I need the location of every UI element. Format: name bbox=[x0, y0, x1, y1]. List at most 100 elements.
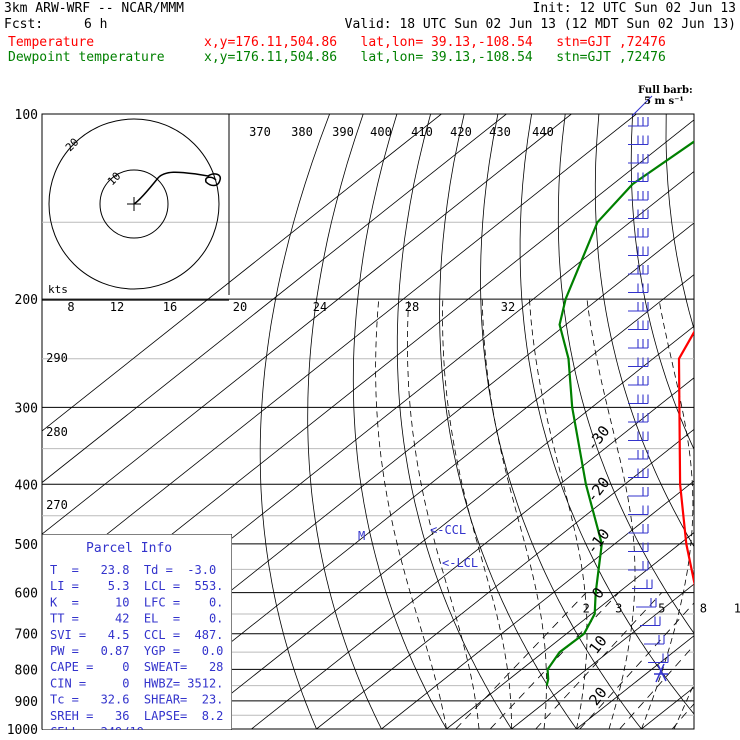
dry-adiabat-line bbox=[396, 114, 512, 729]
pressure-tick-label: 500 bbox=[15, 538, 38, 553]
temperature-legend: Temperature bbox=[8, 35, 95, 50]
dry-adiabat-line bbox=[307, 114, 382, 729]
dry-adiabat-line bbox=[439, 114, 577, 729]
isotherm-line bbox=[641, 686, 694, 729]
hodograph-speed-label: 20 bbox=[233, 300, 247, 314]
isotherm-line bbox=[121, 274, 694, 729]
isotherm-line bbox=[42, 114, 442, 432]
forecast-label: Fcst: bbox=[4, 17, 44, 32]
mean-wind-marker: M bbox=[358, 529, 365, 543]
pressure-tick-label: 200 bbox=[15, 293, 38, 308]
isotherm-line bbox=[42, 114, 637, 587]
moist-adiabat-line bbox=[707, 299, 740, 729]
mixing-ratio-line bbox=[489, 592, 620, 729]
isotherm-line bbox=[707, 114, 740, 729]
mixing-ratio-label: 8 bbox=[700, 602, 707, 616]
parcel-info-line: SVI = 4.5 CCL = 487. bbox=[50, 628, 223, 642]
dry-adiabat-line bbox=[594, 114, 694, 548]
hodograph-speed-label: 24 bbox=[313, 300, 327, 314]
full-barb-legend-value: 5 m s⁻¹ bbox=[644, 96, 684, 107]
pressure-tick-label: 300 bbox=[15, 401, 38, 416]
wind-barb bbox=[631, 95, 653, 117]
dry-adiabat-line bbox=[352, 114, 447, 729]
theta-label: 410 bbox=[411, 125, 433, 139]
theta-label: 400 bbox=[370, 125, 392, 139]
mixing-ratio-line bbox=[579, 602, 694, 729]
dry-adiabat-line bbox=[734, 114, 740, 729]
isotherm-line bbox=[42, 114, 572, 535]
hodograph-speed-label: 28 bbox=[405, 300, 419, 314]
theta-label: 420 bbox=[450, 125, 472, 139]
theta-label: 280 bbox=[46, 425, 68, 439]
isotherm-line bbox=[381, 480, 694, 729]
isotherm-label: -30 bbox=[583, 422, 614, 454]
moist-adiabat-line bbox=[442, 299, 512, 729]
moist-adiabat-line bbox=[407, 299, 480, 729]
dry-adiabat-line bbox=[700, 114, 740, 729]
isotherm-line bbox=[186, 325, 694, 729]
model-title: 3km ARW-WRF -- NCAR/MMM bbox=[4, 1, 185, 16]
parcel-info-line: CELL = 249/19 bbox=[50, 725, 144, 730]
temperature-profile bbox=[677, 330, 694, 587]
lcl-marker: <-LCL bbox=[442, 556, 478, 570]
isotherm-line bbox=[42, 114, 507, 484]
theta-label: 440 bbox=[532, 125, 554, 139]
pressure-tick-label: 900 bbox=[15, 695, 38, 710]
mixing-ratio-label: 5 bbox=[658, 602, 665, 616]
theta-label: 390 bbox=[332, 125, 354, 139]
dry-adiabat-line bbox=[630, 114, 694, 451]
pressure-tick-label: 700 bbox=[15, 628, 38, 643]
wind-barb bbox=[654, 663, 668, 683]
mixing-ratio-label: 3 bbox=[615, 602, 622, 616]
theta-label: 430 bbox=[489, 125, 511, 139]
valid-time: Valid: 18 UTC Sun 02 Jun 13 (12 MDT Sun … bbox=[344, 17, 736, 32]
pressure-tick-label: 600 bbox=[15, 587, 38, 602]
temperature-location: x,y=176.11,504.86 lat,lon= 39.13,-108.54… bbox=[204, 35, 666, 50]
hodograph-ring bbox=[48, 118, 220, 290]
parcel-info-panel: Parcel Info T = 23.8 Td = -3.0 LI = 5.3 L… bbox=[42, 534, 232, 730]
mixing-ratio-line bbox=[619, 644, 694, 729]
dewpoint-location: x,y=176.11,504.86 lat,lon= 39.13,-108.54… bbox=[204, 50, 666, 65]
dry-adiabat-line bbox=[557, 114, 694, 634]
parcel-info-line: TT = 42 EL = 0. bbox=[50, 612, 223, 626]
hodograph-ring-label: 20 bbox=[63, 136, 82, 155]
hodograph-speed-label: 32 bbox=[501, 300, 515, 314]
full-barb-legend-title: Full barb: bbox=[638, 85, 693, 96]
isotherm-line bbox=[511, 583, 694, 729]
parcel-info-line: Tc = 32.6 SHEAR= 23. bbox=[50, 693, 223, 707]
moist-adiabat-line bbox=[641, 299, 694, 729]
theta-label: 270 bbox=[46, 498, 68, 512]
mixing-ratio-label: 2 bbox=[583, 602, 590, 616]
mixing-ratio-label: 12 bbox=[734, 602, 740, 616]
isotherm-label: -10 bbox=[583, 525, 614, 557]
isotherm-line bbox=[316, 428, 694, 729]
pressure-tick-label: 100 bbox=[15, 108, 38, 123]
forecast-hour: 6 h bbox=[84, 17, 108, 32]
parcel-info-line: CAPE = 0 SWEAT= 28 bbox=[50, 660, 223, 674]
mixing-ratio-line bbox=[455, 592, 587, 729]
theta-label: 380 bbox=[291, 125, 313, 139]
hodograph-ring bbox=[99, 169, 169, 239]
parcel-info-line: K = 10 LFC = 0. bbox=[50, 595, 223, 609]
dry-adiabat-line bbox=[665, 114, 694, 331]
parcel-info-line: CIN = 0 HWBZ= 3512. bbox=[50, 676, 223, 690]
hodograph-speed-label: 16 bbox=[163, 300, 177, 314]
parcel-info-title: Parcel Info bbox=[86, 541, 172, 556]
pressure-tick-label: 400 bbox=[15, 478, 38, 493]
dewpoint-legend: Dewpoint temperature bbox=[8, 50, 165, 65]
mixing-ratio-line bbox=[535, 592, 663, 729]
init-time: Init: 12 UTC Sun 02 Jun 13 bbox=[532, 1, 737, 16]
parcel-info-line: T = 23.8 Td = -3.0 bbox=[50, 563, 216, 577]
dry-adiabat-line bbox=[480, 114, 642, 729]
hodograph-speed-label: 8 bbox=[67, 300, 74, 314]
theta-label: 370 bbox=[249, 125, 271, 139]
pressure-tick-label: 800 bbox=[15, 663, 38, 678]
parcel-info-line: PW = 0.87 YGP = 0.0 bbox=[50, 644, 223, 658]
hodograph-trace bbox=[133, 171, 222, 205]
parcel-info-line: LI = 5.3 LCL = 553. bbox=[50, 579, 223, 593]
dewpoint-profile bbox=[545, 140, 694, 686]
moist-adiabat-line bbox=[529, 299, 588, 729]
isotherm-line bbox=[446, 532, 694, 729]
hodograph-units: kts bbox=[48, 283, 68, 296]
